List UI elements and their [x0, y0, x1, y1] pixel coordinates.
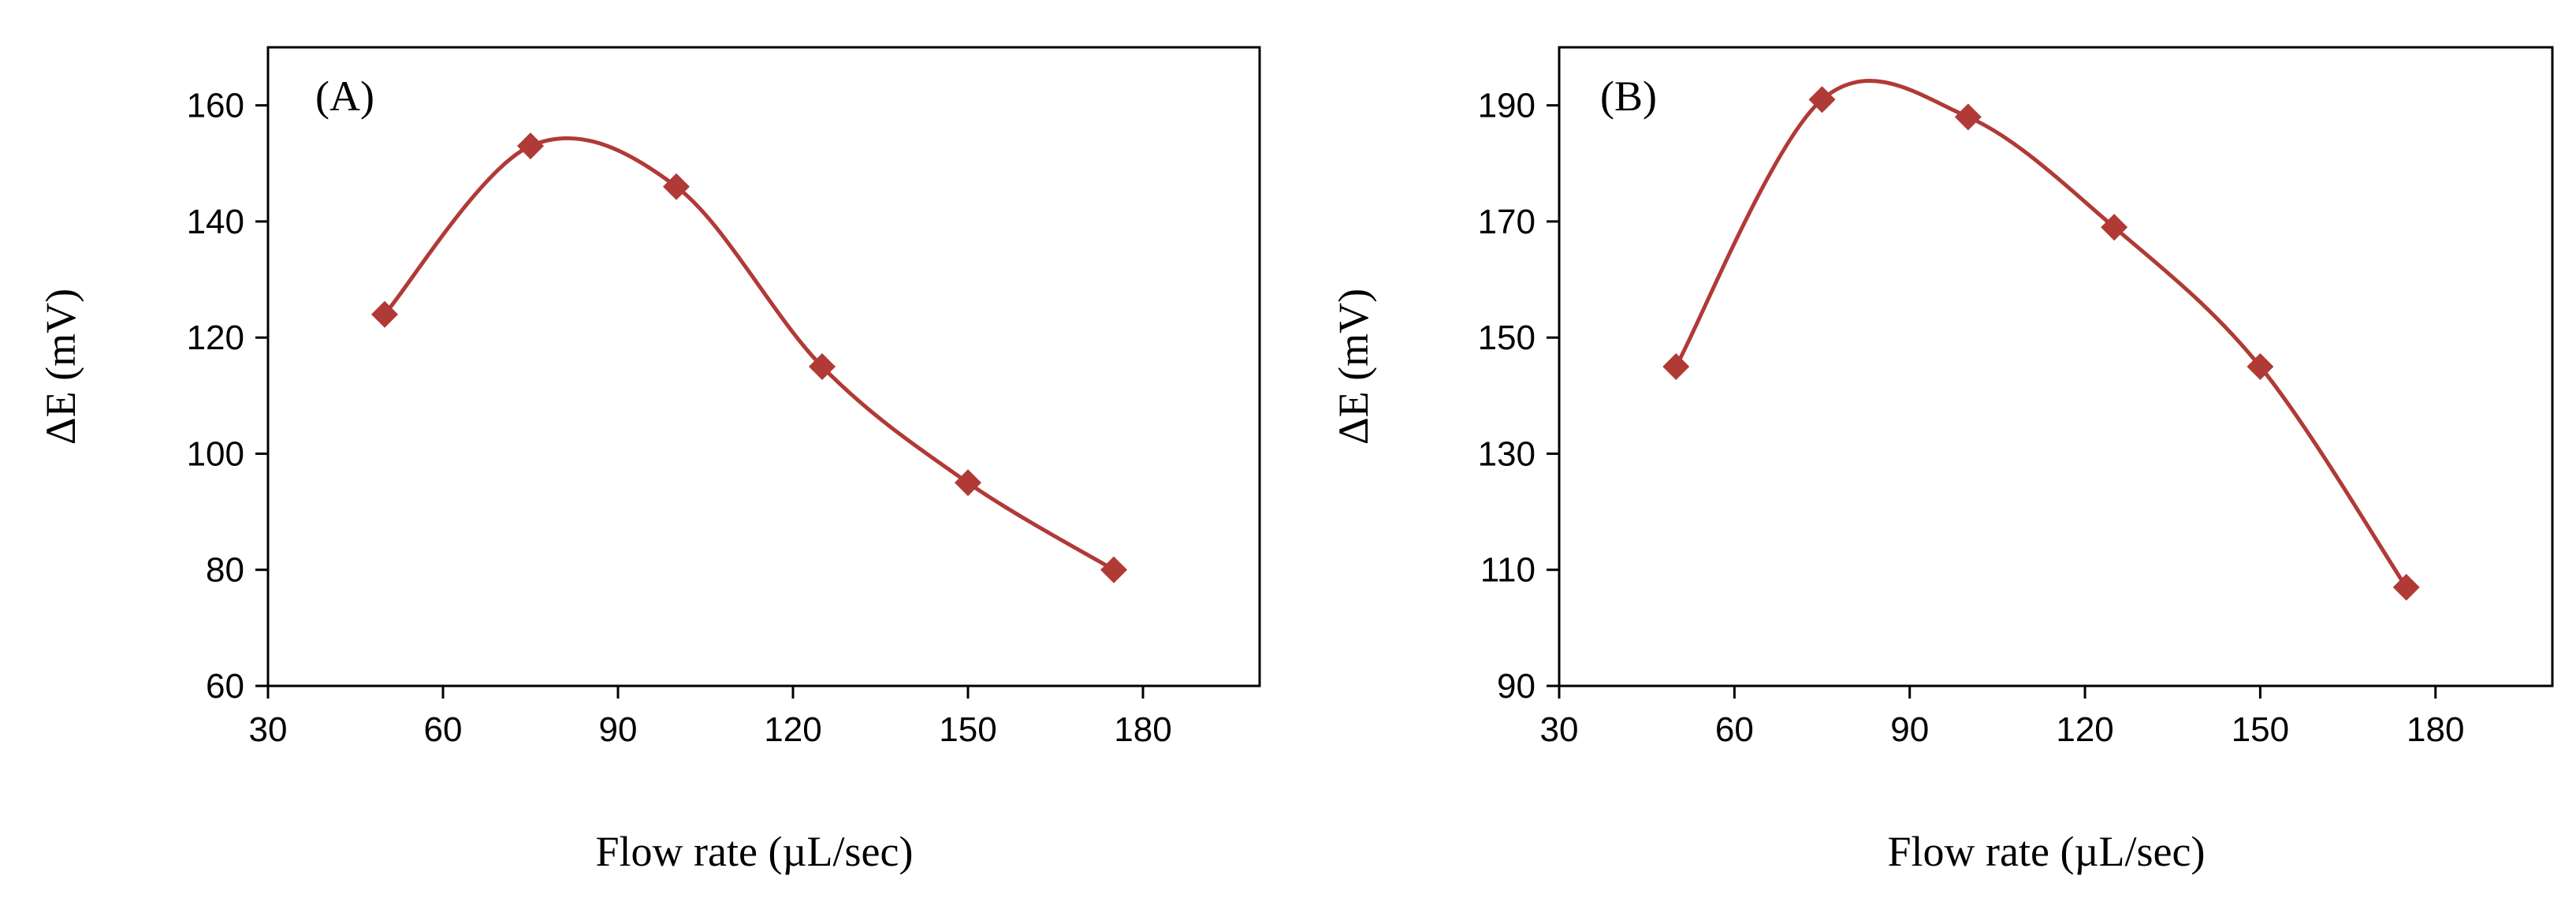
- x-tick-label: 30: [249, 710, 288, 749]
- y-tick-label: 100: [187, 434, 244, 473]
- y-tick-label: 60: [206, 667, 244, 706]
- data-point-marker: [1954, 103, 1982, 131]
- panel-label: (B): [1600, 73, 1657, 120]
- x-axis-title: Flow rate (µL/sec): [596, 828, 914, 875]
- y-tick-label: 190: [1478, 87, 1536, 125]
- data-point-marker: [663, 173, 690, 200]
- x-tick-label: 120: [2056, 710, 2113, 749]
- y-tick-label: 160: [187, 87, 244, 125]
- data-point-marker: [1100, 556, 1127, 583]
- x-axis-title: Flow rate (µL/sec): [1888, 828, 2206, 875]
- x-tick-label: 120: [764, 710, 821, 749]
- data-point-marker: [517, 132, 544, 160]
- y-tick-label: 130: [1478, 434, 1536, 473]
- data-point-marker: [809, 353, 836, 380]
- x-tick-label: 90: [599, 710, 638, 749]
- x-tick-label: 60: [424, 710, 463, 749]
- data-point-marker: [955, 469, 981, 497]
- chart-panel-b: 90 110 130 150 170 190 30 60 90 120 150 180 Flow rat…: [1330, 46, 2554, 875]
- data-point-marker: [2392, 573, 2420, 601]
- x-tick-label: 90: [1890, 710, 1929, 749]
- data-point-marker: [2247, 353, 2274, 380]
- series-line: [1674, 79, 2408, 589]
- plot-frame: [266, 46, 1261, 687]
- data-point-marker: [1808, 86, 1836, 114]
- x-tick-label: 150: [2232, 710, 2289, 749]
- y-tick-label: 120: [187, 319, 244, 357]
- y-tick-label: 170: [1478, 203, 1536, 241]
- data-point-marker: [371, 300, 398, 328]
- plot-frame: [1558, 46, 2554, 687]
- series-line: [383, 136, 1115, 572]
- y-axis-title: ΔE (mV): [1330, 289, 1377, 445]
- y-tick-label: 140: [187, 203, 244, 241]
- y-tick-label: 110: [1480, 551, 1536, 590]
- y-axis-title: ΔE (mV): [37, 289, 84, 445]
- data-point-marker: [2101, 214, 2128, 241]
- x-tick-label: 150: [939, 710, 996, 749]
- x-tick-label: 30: [1540, 710, 1579, 749]
- y-tick-label: 80: [206, 551, 244, 590]
- x-tick-label: 180: [1114, 710, 1171, 749]
- x-tick-label: 60: [1715, 710, 1754, 749]
- data-point-marker: [1662, 353, 1690, 380]
- x-tick-label: 180: [2407, 710, 2464, 749]
- y-tick-label: 90: [1497, 667, 1536, 706]
- y-tick-label: 150: [1478, 319, 1536, 357]
- panel-label: (A): [315, 73, 374, 120]
